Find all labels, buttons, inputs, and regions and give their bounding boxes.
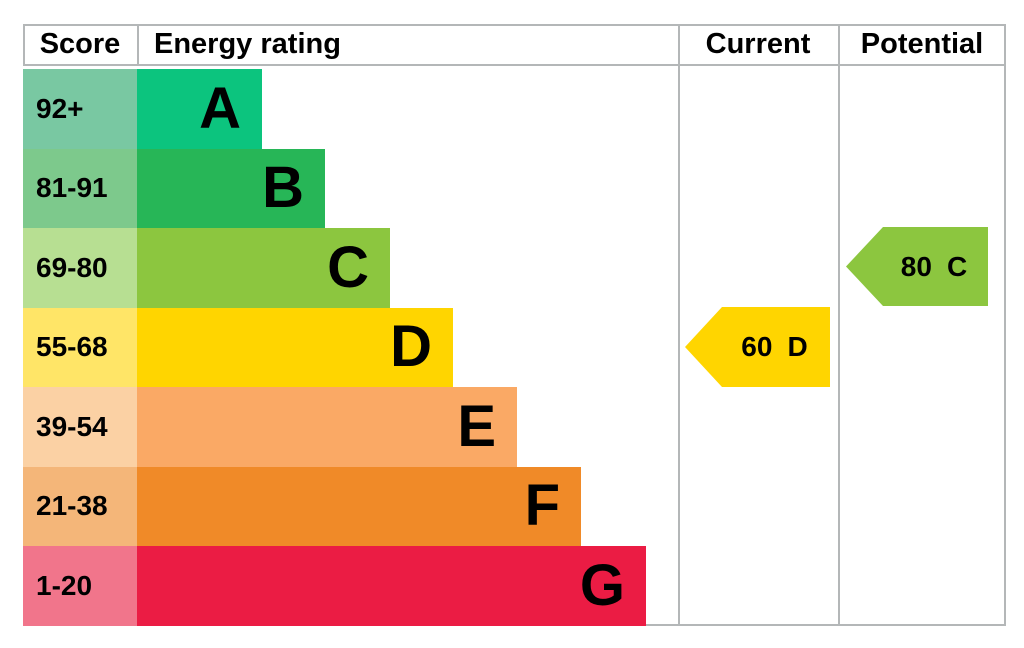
current-rating-arrow: 60 D — [685, 307, 830, 387]
potential-rating-arrow: 80 C — [846, 227, 988, 306]
grade-letter-b: B — [262, 155, 304, 221]
rating-bar-e: E — [137, 387, 517, 467]
rating-bar-g: G — [137, 546, 646, 626]
grade-letter-c: C — [327, 234, 369, 300]
grade-letter-a: A — [199, 75, 241, 141]
band-row-d: 55-68 D — [23, 307, 678, 387]
score-range-d: 55-68 — [23, 307, 137, 387]
column-header-potential: Potential — [860, 27, 984, 60]
score-range-c: 69-80 — [23, 228, 137, 308]
band-row-a: 92+ A — [23, 69, 678, 149]
epc-table: Score Energy rating Current Potential 92… — [23, 24, 1006, 626]
header-divider — [23, 64, 1006, 66]
current-rating-grade: D — [787, 331, 808, 362]
current-column-divider — [678, 24, 680, 626]
band-row-e: 39-54 E — [23, 387, 678, 467]
grade-letter-e: E — [457, 393, 496, 459]
table-top-border — [23, 24, 1006, 26]
potential-rating-value: 80 — [900, 250, 932, 282]
score-range-b: 81-91 — [23, 148, 137, 228]
band-row-f: 21-38 F — [23, 466, 678, 546]
column-header-energy-rating: Energy rating — [154, 27, 341, 60]
rating-bar-a: A — [137, 69, 262, 149]
current-rating-value: 60 — [741, 331, 773, 362]
score-range-e: 39-54 — [23, 387, 137, 467]
rating-bar-d: D — [137, 307, 453, 387]
rating-bar-b: B — [137, 148, 325, 228]
column-header-current: Current — [705, 27, 811, 60]
band-row-b: 81-91 B — [23, 148, 678, 228]
header-left-border — [23, 24, 25, 66]
score-range-f: 21-38 — [23, 466, 137, 546]
rating-bar-f: F — [137, 466, 581, 546]
potential-column-divider — [838, 24, 840, 626]
grade-letter-f: F — [524, 473, 560, 539]
rating-bar-c: C — [137, 228, 390, 308]
table-right-border — [1004, 24, 1006, 626]
grade-letter-g: G — [579, 552, 625, 618]
score-range-g: 1-20 — [23, 546, 137, 626]
potential-rating-grade: C — [946, 250, 968, 282]
band-row-g: 1-20 G — [23, 546, 678, 626]
score-range-a: 92+ — [23, 69, 137, 149]
column-header-score: Score — [39, 27, 121, 60]
band-row-c: 69-80 C — [23, 228, 678, 308]
score-column-divider — [137, 24, 139, 66]
grade-letter-d: D — [390, 314, 432, 380]
